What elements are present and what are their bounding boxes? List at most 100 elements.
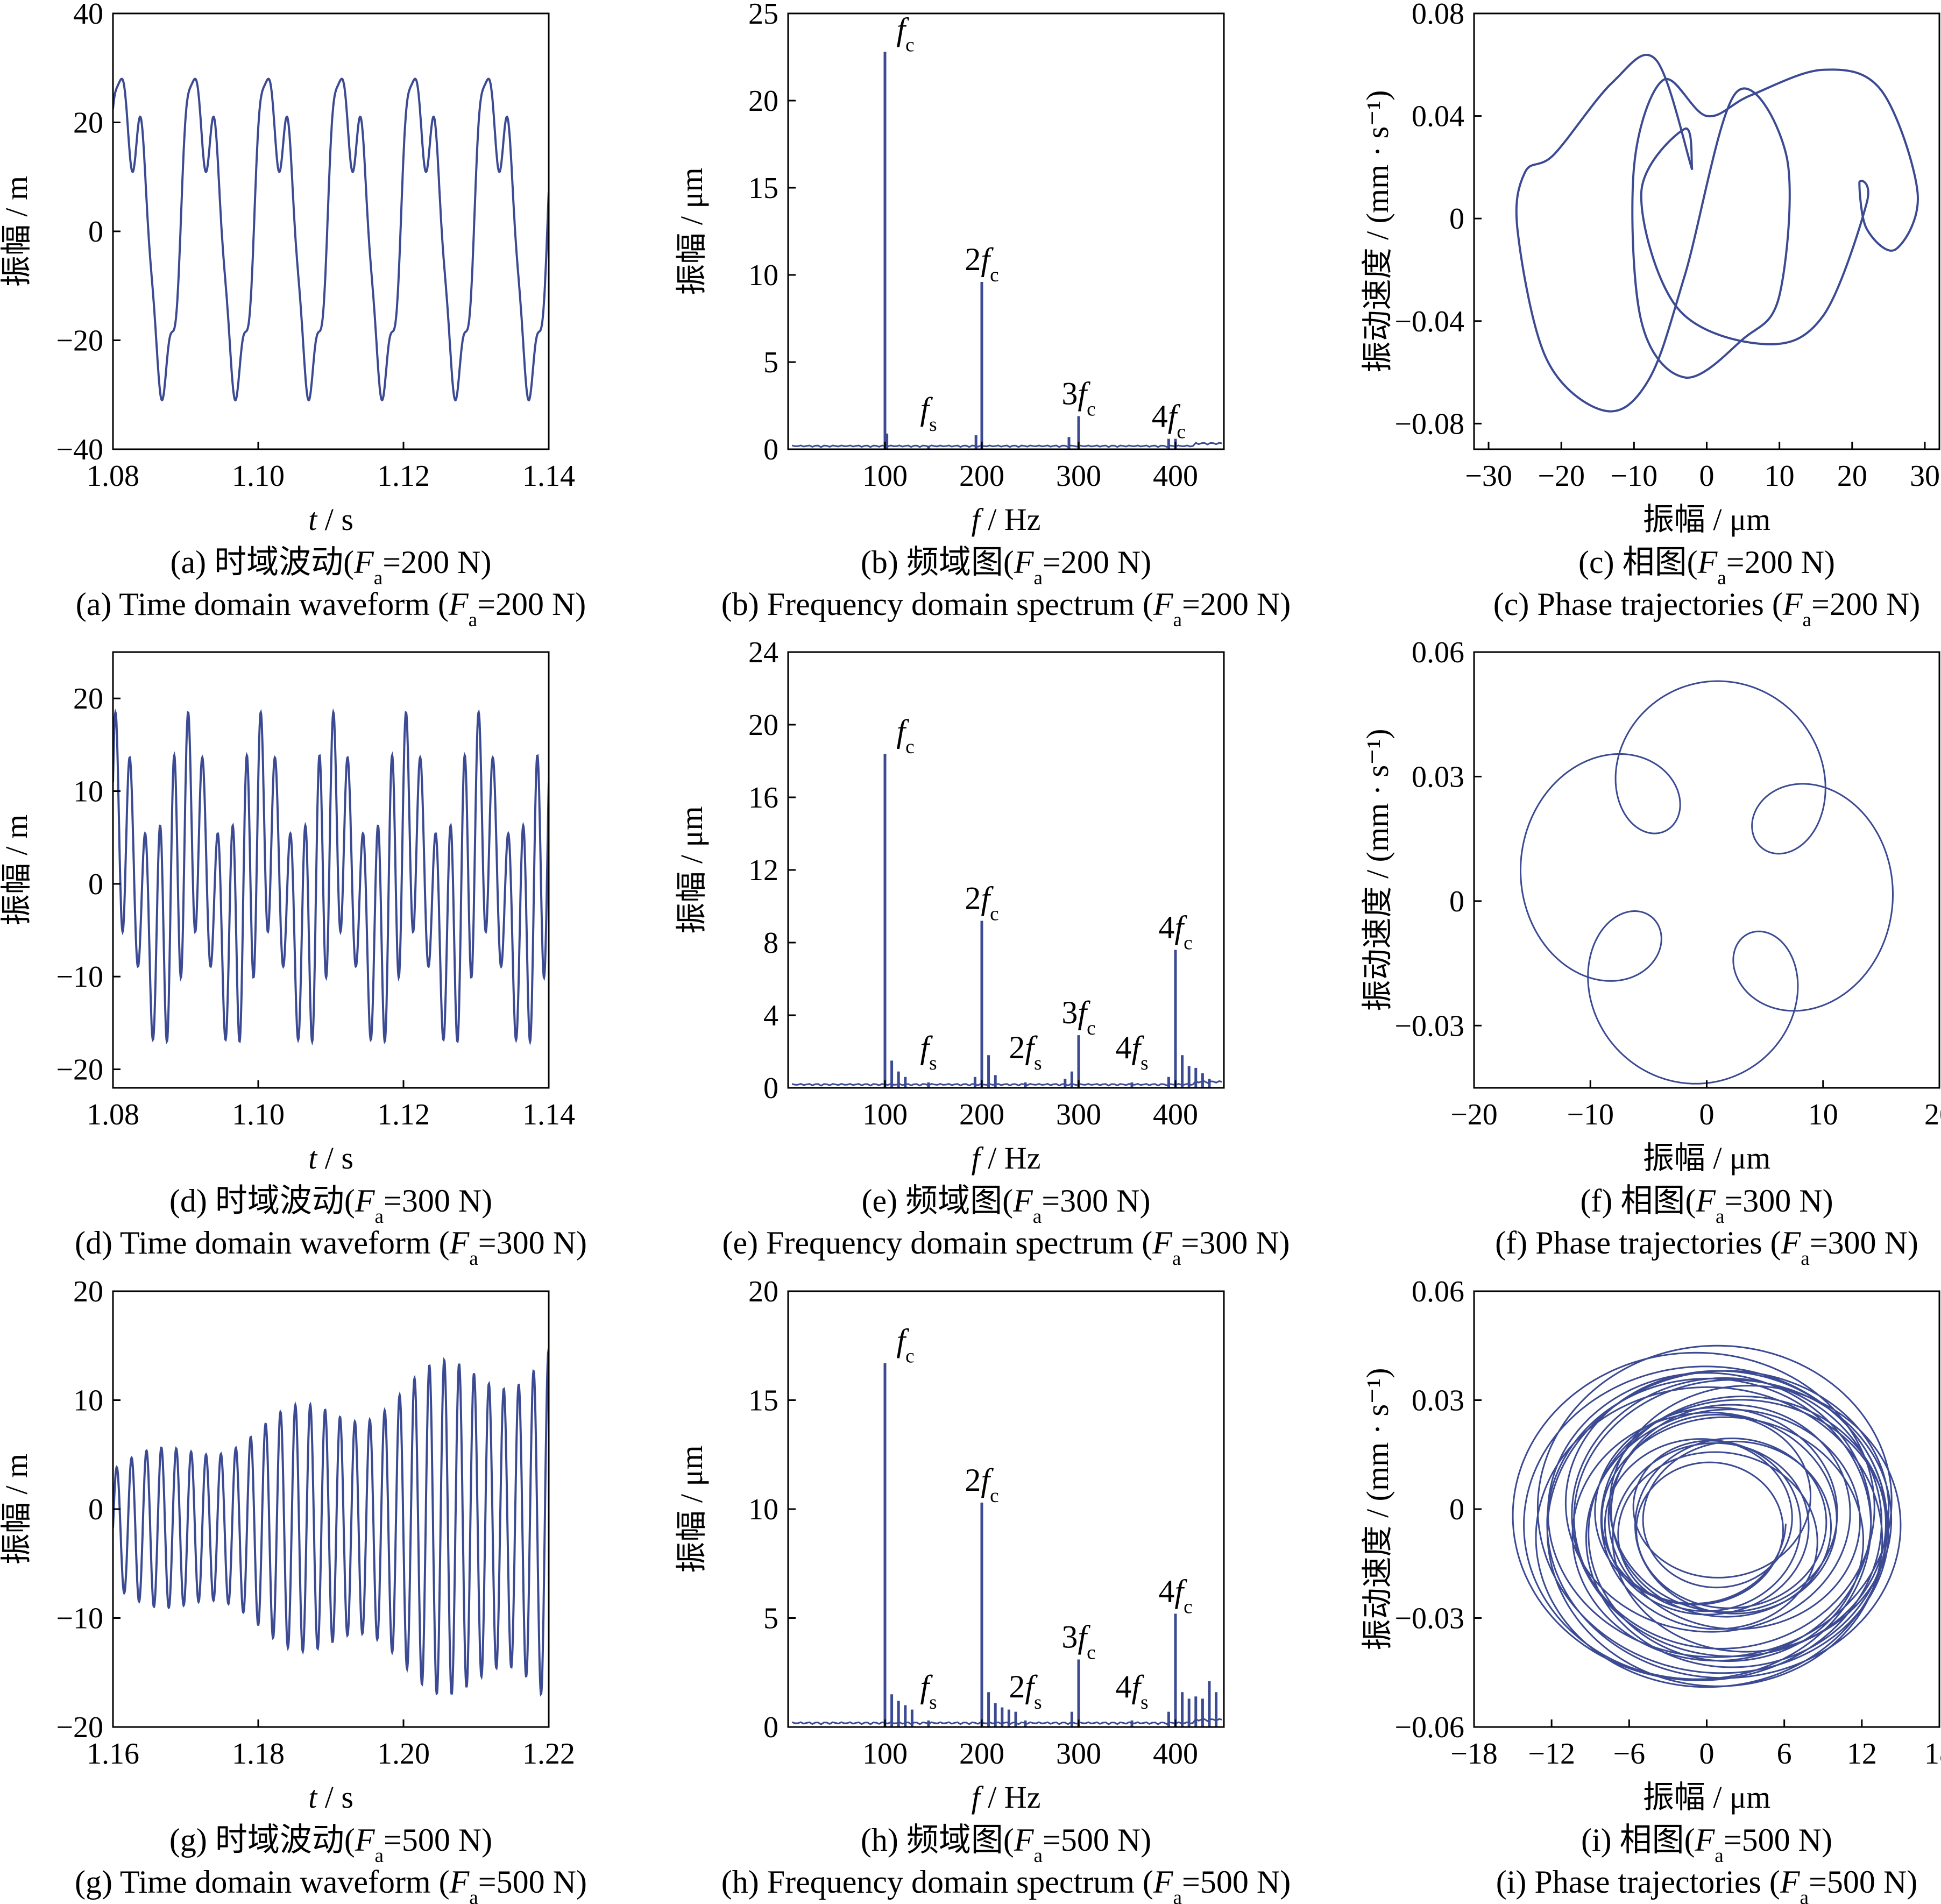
x-tick-label: −6 [1613,1737,1646,1771]
y-tick-label: −0.08 [1394,407,1464,441]
y-tick-label: 20 [748,709,778,742]
y-tick-label: 0.03 [1412,1384,1464,1418]
x-tick-label: −20 [1450,1098,1498,1131]
y-tick-label: 8 [763,926,778,960]
panel-b: fc 2fc 3fc 4fc fs 100 200 300 400 0 5 10 15 20 25 f / H… [674,0,1291,631]
y-tick-label: 20 [73,1275,103,1308]
plot-area: fc 2fc 3fc 4fc fs 2fs 4fs [791,1323,1222,1727]
y-tick-label: −0.06 [1394,1711,1464,1744]
caption-cn: (d) 时域波动(Fa=300 N) [169,1183,492,1228]
plot-frame [112,12,550,450]
peak-label: fs [920,391,937,436]
plot-area: fc 2fc 3fc 4fc fs 2fs 4fs [791,713,1222,1088]
peak-label: 3fc [1061,1619,1095,1664]
y-tick-label: −20 [56,1711,103,1744]
panel-h: fc 2fc 3fc 4fc fs 2fs 4fs 100 200 300 400 0 5 10 15 20 f… [674,1275,1291,1904]
peak-label: 4fc [1158,1573,1192,1618]
y-tick-label: −20 [56,1053,103,1087]
x-axis-label: f / Hz [972,1780,1041,1815]
peak-label: 3fc [1061,376,1095,420]
x-tick-label: 300 [1056,459,1101,493]
x-tick-label: 1.14 [522,459,575,493]
y-tick-label: 15 [748,1384,778,1418]
y-tick-label: 20 [748,1275,778,1308]
caption-cn: (a) 时域波动(Fa=200 N) [171,544,492,589]
x-axis-label: f / Hz [972,502,1041,537]
y-tick-label: 10 [73,775,103,809]
peak-label: 2fs [1009,1669,1042,1714]
phase-trajectory [1512,1344,1902,1688]
panel-c: −30 −20 −10 0 10 20 30 −0.08 −0.04 0 0.04 0.08 振幅 / … [1360,0,1940,631]
x-axis-label: 振幅 / μm [1643,502,1770,537]
peak-label: fc [896,11,914,56]
plot-area [113,77,549,402]
y-tick-label: 5 [763,1602,778,1636]
y-tick-label: 0.06 [1412,636,1464,669]
plot-area [113,708,549,1046]
x-tick-label: 1.10 [232,459,285,493]
waveform-series [113,77,549,402]
caption-cn: (g) 时域波动(Fa=500 N) [169,1822,492,1867]
y-axis-label: 振动速度 / (mm · s⁻¹) [1360,90,1395,373]
x-tick-label: 100 [862,459,908,493]
x-tick-label: 1.16 [87,1737,139,1771]
y-tick-label: 0 [88,1493,103,1526]
y-tick-label: 24 [748,636,778,669]
caption-en: (e) Frequency domain spectrum (Fa=300 N) [722,1225,1290,1270]
x-axis-label: t / s [308,1780,353,1815]
plot-area [1520,680,1894,1085]
x-tick-label: 400 [1153,1098,1198,1131]
y-tick-label: 10 [748,259,778,292]
noise-floor [791,1080,1222,1087]
peak-label: fs [920,1669,937,1714]
y-tick-label: 20 [748,84,778,118]
x-tick-label: 1.08 [87,459,139,493]
y-tick-label: 10 [73,1384,103,1418]
y-tick-label: −10 [56,1602,103,1636]
y-tick-label: 12 [748,854,778,887]
x-tick-label: 20 [1924,1098,1941,1131]
panel-a: 1.08 1.10 1.12 1.14 −40 −20 0 20 40 t / s 振幅 / m (a… [0,0,586,631]
y-tick-label: −0.04 [1394,305,1464,338]
panel-f: −20 −10 0 10 20 −0.03 0 0.03 0.06 振幅 / μm 振动速度 / (… [1360,636,1941,1270]
x-tick-label: −10 [1567,1098,1614,1131]
y-tick-label: 25 [748,0,778,31]
y-tick-label: −20 [56,324,103,358]
x-tick-label: 300 [1056,1098,1101,1131]
x-tick-label: 200 [959,459,1004,493]
peak-label: 2fs [1009,1030,1042,1074]
y-tick-label: 0.06 [1412,1275,1464,1308]
y-axis-label: 振幅 / μm [674,806,709,933]
plot-frame [787,12,1225,450]
caption-en: (h) Frequency domain spectrum (Fa=500 N) [721,1864,1291,1904]
peak-label: 2fc [965,1462,998,1507]
x-tick-label: 12 [1847,1737,1877,1771]
x-tick-label: 1.14 [522,1098,575,1131]
phase-trajectory [1515,53,1919,413]
panel-i: −18 −12 −6 0 6 12 18 −0.06 −0.03 0 0.03 0.06 振幅 / μm… [1360,1275,1941,1904]
x-tick-label: 6 [1777,1737,1792,1771]
x-tick-label: 1.22 [522,1737,575,1771]
peak-label: fc [896,1323,914,1368]
y-tick-label: 20 [73,682,103,716]
x-tick-label: 20 [1837,459,1867,493]
x-tick-label: 1.12 [377,459,430,493]
peak-label: 4fc [1158,910,1192,954]
y-tick-label: −10 [56,960,103,994]
peak-label: fs [920,1030,937,1074]
caption-en: (a) Time domain waveform (Fa=200 N) [76,586,586,631]
x-axis-label: t / s [308,1141,353,1176]
y-tick-label: 20 [73,107,103,140]
x-axis-label: 振幅 / μm [1643,1780,1770,1815]
y-tick-label: 5 [763,346,778,379]
x-tick-label: 10 [1765,459,1795,493]
plot-frame [787,1290,1225,1728]
peak-label: 4fs [1115,1669,1148,1714]
x-tick-label: 1.08 [87,1098,139,1131]
caption-cn: (f) 相图(Fa=300 N) [1580,1183,1833,1228]
caption-en: (g) Time domain waveform (Fa=500 N) [75,1864,587,1904]
waveform-series [113,708,549,1046]
x-tick-label: 100 [862,1098,908,1131]
noise-floor [791,442,1222,448]
y-tick-label: −0.03 [1394,1009,1464,1043]
